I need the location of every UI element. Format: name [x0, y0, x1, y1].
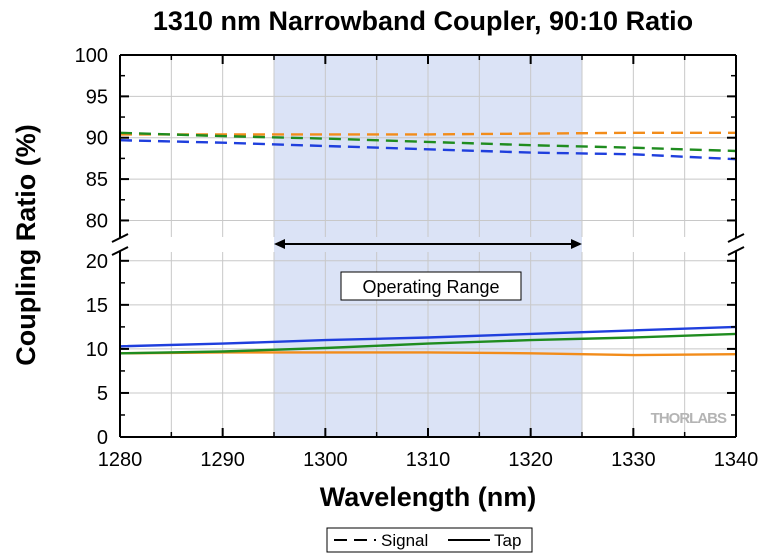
- axis-break-mark: [727, 233, 745, 243]
- series-lines: [119, 131, 737, 357]
- axis-break-mark: [111, 233, 129, 243]
- y-axis-label: Coupling Ratio (%): [11, 124, 41, 365]
- y-tick-label-lower: 10: [86, 339, 108, 361]
- y-tick-label-upper: 80: [86, 210, 108, 232]
- arrow-head-left: [274, 239, 285, 249]
- x-tick-label: 1300: [303, 449, 348, 471]
- tap-series-line-5: [119, 325, 737, 348]
- operating-range-arrow: [274, 239, 582, 249]
- axis-ticks: 1280 1290 1300 1310 1320 1330 1340 80 85 90 95 100 0…: [75, 45, 759, 471]
- signal-series-line-0: [120, 131, 736, 136]
- y-tick-label-upper: 100: [75, 45, 108, 67]
- x-tick-label: 1320: [508, 449, 553, 471]
- y-tick-label-upper: 85: [86, 169, 108, 191]
- y-tick-label-lower: 5: [97, 383, 108, 405]
- arrow-head-right: [571, 239, 582, 249]
- x-tick-label: 1340: [714, 449, 759, 471]
- chart-title: 1310 nm Narrowband Coupler, 90:10 Ratio: [153, 6, 693, 36]
- y-tick-label-lower: 0: [97, 427, 108, 449]
- axis-break-mark: [111, 246, 129, 256]
- tap-series-line-4: [119, 332, 737, 355]
- y-tick-label-lower: 15: [86, 295, 108, 317]
- x-tick-label: 1290: [200, 449, 245, 471]
- y-tick-label-upper: 95: [86, 86, 108, 108]
- y-tick-label-lower: 20: [86, 251, 108, 273]
- y-tick-label-upper: 90: [86, 128, 108, 150]
- grid-lines: [119, 54, 737, 438]
- operating-range-label-box: [340, 271, 522, 301]
- axis-break-mark: [727, 246, 745, 256]
- legend-signal-label: Signal: [381, 531, 428, 550]
- x-tick-label: 1280: [98, 449, 143, 471]
- legend: Signal Tap: [326, 527, 533, 553]
- legend-tap-label: Tap: [494, 531, 521, 550]
- operating-range-label: Operating Range: [362, 277, 499, 297]
- x-tick-label: 1330: [611, 449, 656, 471]
- x-axis-label: Wavelength (nm): [320, 482, 537, 512]
- x-tick-label: 1310: [406, 449, 451, 471]
- thorlabs-watermark: THORLABS: [651, 410, 727, 427]
- signal-series-line-1: [119, 131, 737, 153]
- signal-series-line-2: [119, 139, 737, 161]
